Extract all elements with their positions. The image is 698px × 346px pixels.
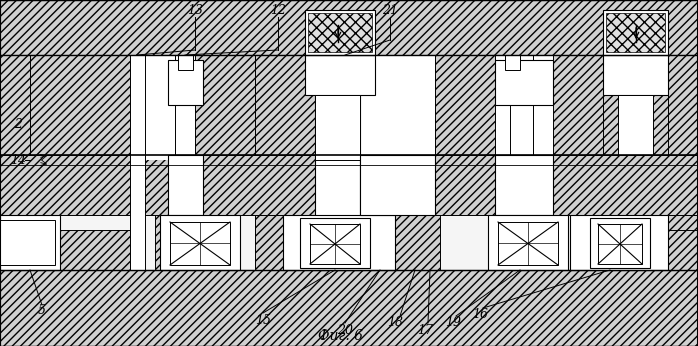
Text: 19: 19: [445, 316, 461, 328]
Text: 18: 18: [387, 316, 403, 328]
Bar: [175, 55, 195, 270]
Bar: [618, 95, 653, 155]
Bar: [360, 155, 435, 215]
Bar: [145, 55, 175, 160]
Bar: [305, 10, 375, 55]
Bar: [385, 215, 440, 270]
Text: 2: 2: [14, 118, 22, 131]
Bar: [505, 55, 520, 70]
Bar: [308, 13, 372, 52]
Bar: [0, 215, 60, 270]
Bar: [178, 55, 193, 70]
Bar: [0, 55, 30, 270]
Bar: [60, 230, 130, 270]
Text: 13: 13: [187, 3, 203, 17]
Bar: [510, 55, 533, 160]
Bar: [603, 10, 668, 55]
Bar: [360, 55, 435, 155]
Bar: [300, 218, 370, 268]
Text: 17: 17: [417, 324, 433, 337]
Bar: [130, 55, 145, 270]
Bar: [638, 230, 698, 270]
Text: 15: 15: [255, 313, 271, 327]
Bar: [168, 155, 203, 215]
Text: 12: 12: [270, 3, 286, 17]
Text: 16: 16: [472, 309, 488, 321]
Bar: [0, 155, 698, 215]
Bar: [305, 55, 375, 95]
Bar: [0, 0, 698, 55]
Bar: [0, 215, 60, 270]
Bar: [130, 55, 175, 160]
Bar: [570, 215, 668, 270]
Bar: [283, 215, 395, 270]
Bar: [380, 55, 435, 270]
Bar: [495, 60, 553, 105]
Bar: [603, 55, 668, 95]
Bar: [495, 55, 510, 270]
Bar: [533, 55, 603, 160]
Bar: [168, 60, 203, 105]
Bar: [668, 55, 698, 270]
Bar: [315, 95, 360, 160]
Bar: [435, 55, 495, 160]
Bar: [570, 215, 698, 270]
Bar: [603, 55, 668, 160]
Bar: [515, 55, 533, 270]
Bar: [255, 215, 285, 270]
Bar: [533, 55, 553, 270]
Text: 5: 5: [38, 303, 46, 317]
Text: 20: 20: [337, 324, 353, 337]
Bar: [155, 55, 175, 270]
Bar: [0, 270, 698, 346]
Text: 21: 21: [382, 3, 398, 17]
Bar: [160, 215, 240, 270]
Bar: [498, 222, 558, 265]
Bar: [495, 155, 553, 215]
Bar: [606, 13, 665, 52]
Text: 14: 14: [10, 154, 26, 166]
Text: Фиг. 6: Фиг. 6: [318, 329, 362, 343]
Bar: [30, 55, 130, 160]
Bar: [488, 215, 568, 270]
Bar: [310, 224, 360, 264]
Bar: [315, 55, 360, 270]
Bar: [195, 55, 255, 160]
Bar: [255, 55, 315, 270]
Bar: [590, 218, 650, 268]
Bar: [0, 220, 55, 265]
Bar: [170, 222, 230, 265]
Bar: [598, 224, 642, 264]
